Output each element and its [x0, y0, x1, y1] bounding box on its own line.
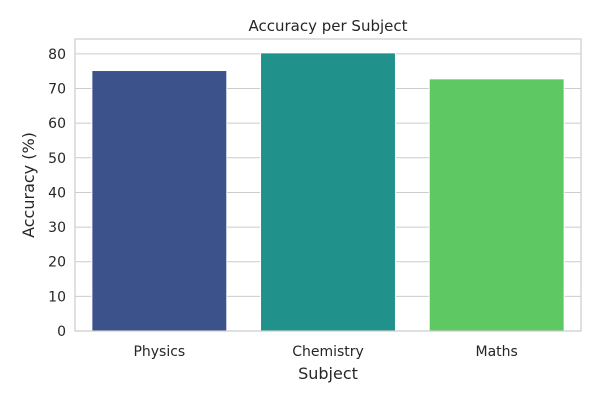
y-tick-label: 10 [48, 289, 66, 305]
y-tick-labels: 0 10 20 30 40 50 60 70 80 [48, 47, 66, 340]
x-axis-label: Subject [298, 364, 358, 383]
bar-chemistry [260, 52, 396, 332]
y-tick-label: 70 [48, 82, 66, 98]
bars [91, 52, 565, 332]
plot-frame [74, 38, 582, 332]
x-tick-labels: Physics Chemistry Maths [133, 344, 517, 360]
bar-physics [91, 70, 228, 332]
y-tick-label: 30 [48, 220, 66, 236]
y-tick-label: 60 [48, 116, 66, 132]
y-tick-label: 50 [48, 151, 66, 167]
y-tick-label: 40 [48, 185, 66, 201]
y-axis-label: Accuracy (%) [19, 132, 38, 238]
chart-title: Accuracy per Subject [248, 17, 407, 35]
x-tick-label-physics: Physics [133, 344, 185, 360]
x-tick-label-maths: Maths [476, 344, 518, 360]
y-tick-label: 20 [48, 255, 66, 271]
y-tick-label: 0 [57, 324, 66, 340]
x-tick-label-chemistry: Chemistry [292, 344, 364, 360]
y-tick-label: 80 [48, 47, 66, 63]
bar-maths [428, 78, 565, 332]
